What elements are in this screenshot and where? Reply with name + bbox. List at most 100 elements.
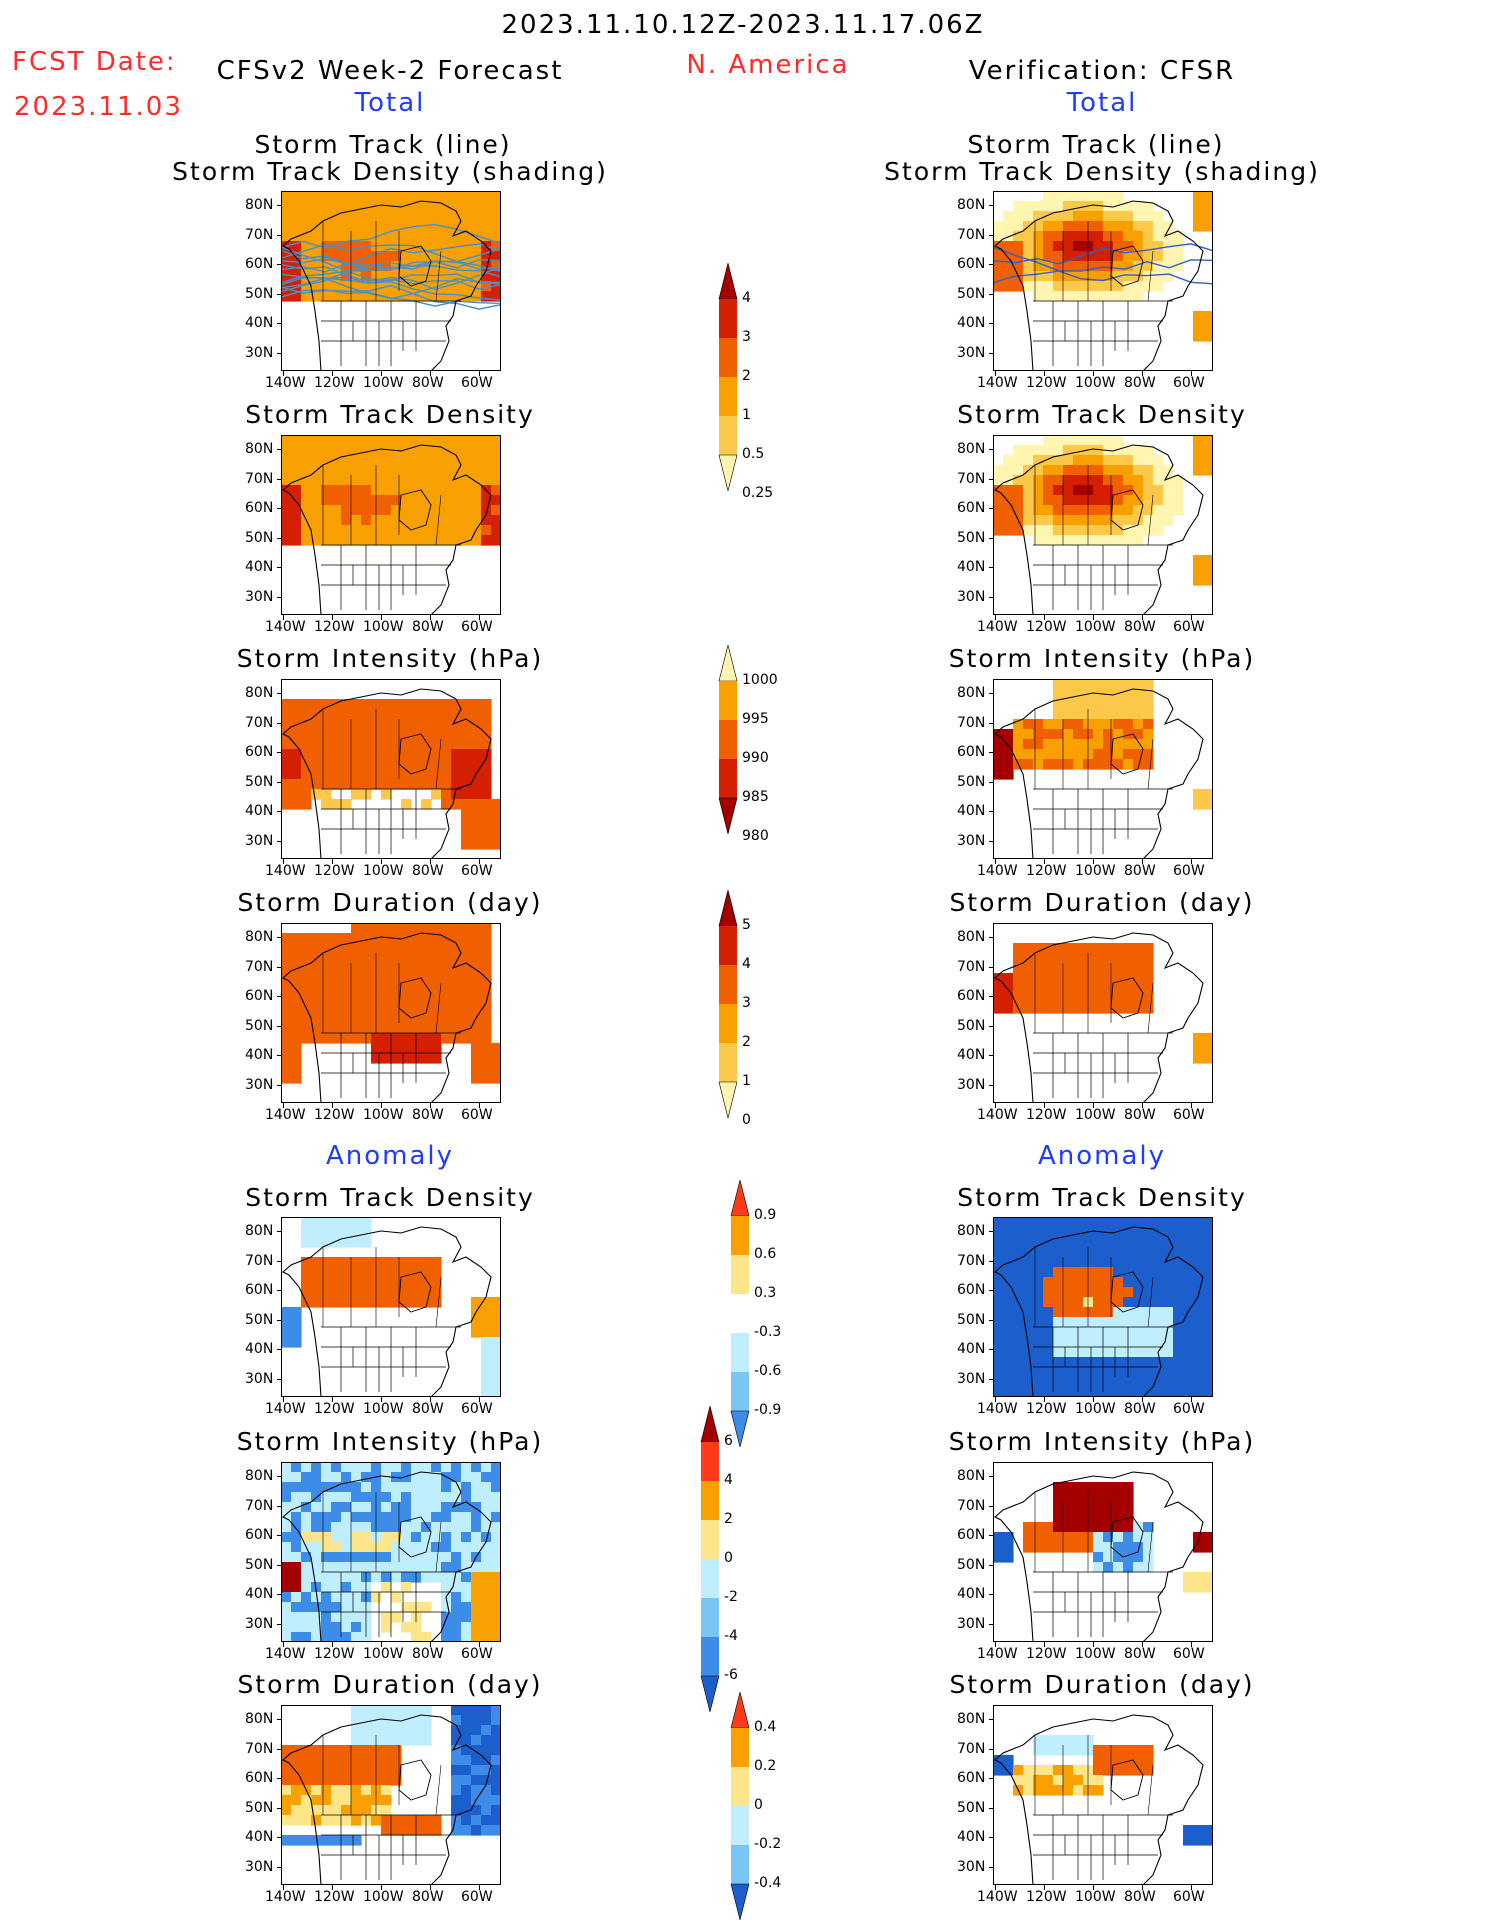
colorbar-tick-label: -0.9 <box>754 1402 782 1418</box>
lon-tick <box>1044 1642 1045 1647</box>
lat-tick-label: 80N <box>957 197 986 213</box>
lon-tick-label: 60W <box>461 1401 493 1417</box>
lon-tick <box>332 1397 333 1402</box>
lat-tick-label: 40N <box>957 1047 986 1063</box>
lat-tick-label: 50N <box>245 1556 274 1573</box>
lon-tick-label: 100W <box>363 619 404 635</box>
lon-tick <box>995 1642 996 1647</box>
lat-tick <box>277 937 282 938</box>
lat-tick-label: 60N <box>245 500 274 516</box>
forecast-title: CFSv2 Week-2 Forecast <box>216 56 564 86</box>
lon-tick-label: 140W <box>265 1401 306 1417</box>
lon-tick <box>995 615 996 620</box>
lat-tick <box>277 1260 282 1262</box>
colorbar-tick-label: -6 <box>724 1667 738 1683</box>
map-verification-duration-total <box>993 923 1213 1103</box>
lat-tick <box>277 1719 282 1720</box>
lat-tick <box>989 1866 994 1868</box>
colorbar-tick-label: 990 <box>742 750 769 766</box>
colorbar-tick-label: 4 <box>742 290 751 306</box>
lat-tick-label: 70N <box>245 1497 274 1514</box>
lon-tick-label: 120W <box>1026 1401 1067 1417</box>
lat-tick <box>989 1564 994 1566</box>
lat-tick <box>277 1778 282 1779</box>
lon-tick <box>1044 1103 1045 1108</box>
lat-tick <box>989 1084 994 1086</box>
lon-tick <box>283 1885 284 1890</box>
lat-tick <box>277 1319 282 1321</box>
map-verification-duration-anomaly <box>993 1705 1213 1885</box>
lon-tick-label: 80W <box>1124 619 1156 635</box>
lon-tick-label: 80W <box>1124 1889 1156 1905</box>
lat-tick-label: 40N <box>957 559 986 575</box>
lon-tick <box>1191 1103 1192 1108</box>
lat-tick <box>989 567 994 568</box>
lon-tick <box>1093 1885 1094 1890</box>
lon-tick <box>1093 1642 1094 1647</box>
lat-tick-label: 40N <box>957 1586 986 1602</box>
map-forecast-intensity-total <box>281 679 501 859</box>
lon-tick-label: 80W <box>1124 375 1156 391</box>
lon-tick <box>1093 371 1094 376</box>
lon-tick <box>1142 1397 1143 1402</box>
colorbar-tick-label: 4 <box>724 1472 733 1488</box>
lon-tick <box>1093 615 1094 620</box>
lat-tick <box>277 478 282 480</box>
colorbar-tick-label: 4 <box>742 956 751 972</box>
lat-tick <box>989 1231 994 1232</box>
lon-tick <box>1191 371 1192 376</box>
lon-tick-label: 80W <box>412 1646 444 1662</box>
lat-tick-label: 50N <box>245 773 274 790</box>
colorbar-tick-label: -2 <box>724 1589 738 1605</box>
lat-tick-label: 40N <box>957 1829 986 1845</box>
lat-tick <box>989 722 994 724</box>
lon-tick <box>283 1642 284 1647</box>
lat-tick-label: 80N <box>957 1223 986 1239</box>
lat-tick-label: 60N <box>957 744 986 760</box>
lat-tick <box>989 1476 994 1477</box>
anomaly-heading-right: Anomaly <box>1037 1141 1167 1171</box>
lat-tick-label: 30N <box>245 1370 274 1387</box>
panel-title: Storm Track Density <box>245 400 535 429</box>
lat-tick-label: 50N <box>957 773 986 790</box>
lat-tick <box>277 1623 282 1625</box>
lon-tick <box>381 1397 382 1402</box>
lat-tick-label: 30N <box>245 832 274 849</box>
panel-title: Storm Intensity (hPa) <box>948 1427 1256 1456</box>
lat-tick-label: 80N <box>245 1711 274 1727</box>
lon-tick-label: 60W <box>461 863 493 879</box>
lat-tick <box>277 1837 282 1838</box>
lat-tick-label: 70N <box>245 714 274 731</box>
lat-tick-label: 30N <box>957 1370 986 1387</box>
lat-tick <box>277 449 282 450</box>
colorbar-tick-label: 2 <box>724 1511 733 1527</box>
lat-tick <box>989 352 994 354</box>
panel-title: Storm Duration (day) <box>237 1670 543 1699</box>
lat-tick-label: 50N <box>245 1017 274 1034</box>
lon-tick <box>1142 1642 1143 1647</box>
lon-tick <box>1093 1103 1094 1108</box>
lat-tick-label: 70N <box>957 1740 986 1757</box>
lat-tick <box>989 996 994 997</box>
colorbar-tick-label: 3 <box>742 329 751 345</box>
lat-tick <box>277 1378 282 1380</box>
lat-tick <box>277 234 282 236</box>
lat-tick <box>989 1505 994 1507</box>
lat-tick <box>989 937 994 938</box>
lon-tick <box>332 1103 333 1108</box>
map-forecast-duration-total <box>281 923 501 1103</box>
lon-tick <box>1142 1885 1143 1890</box>
colorbar-tick-label: -0.2 <box>754 1836 782 1852</box>
lat-tick-label: 70N <box>245 470 274 487</box>
lat-tick <box>277 693 282 694</box>
total-heading-left: Total <box>354 88 426 118</box>
colorbar-tick-label: 0.6 <box>754 1246 777 1262</box>
lat-tick-label: 40N <box>957 803 986 819</box>
fcst-date-label: FCST Date: <box>12 47 177 77</box>
lon-tick-label: 80W <box>1124 863 1156 879</box>
lat-tick-label: 60N <box>245 744 274 760</box>
panel-title: Storm Intensity (hPa) <box>948 644 1256 673</box>
panel-title: Storm Track Density <box>245 1183 535 1212</box>
lon-tick <box>1093 1397 1094 1402</box>
lon-tick <box>1142 1103 1143 1108</box>
